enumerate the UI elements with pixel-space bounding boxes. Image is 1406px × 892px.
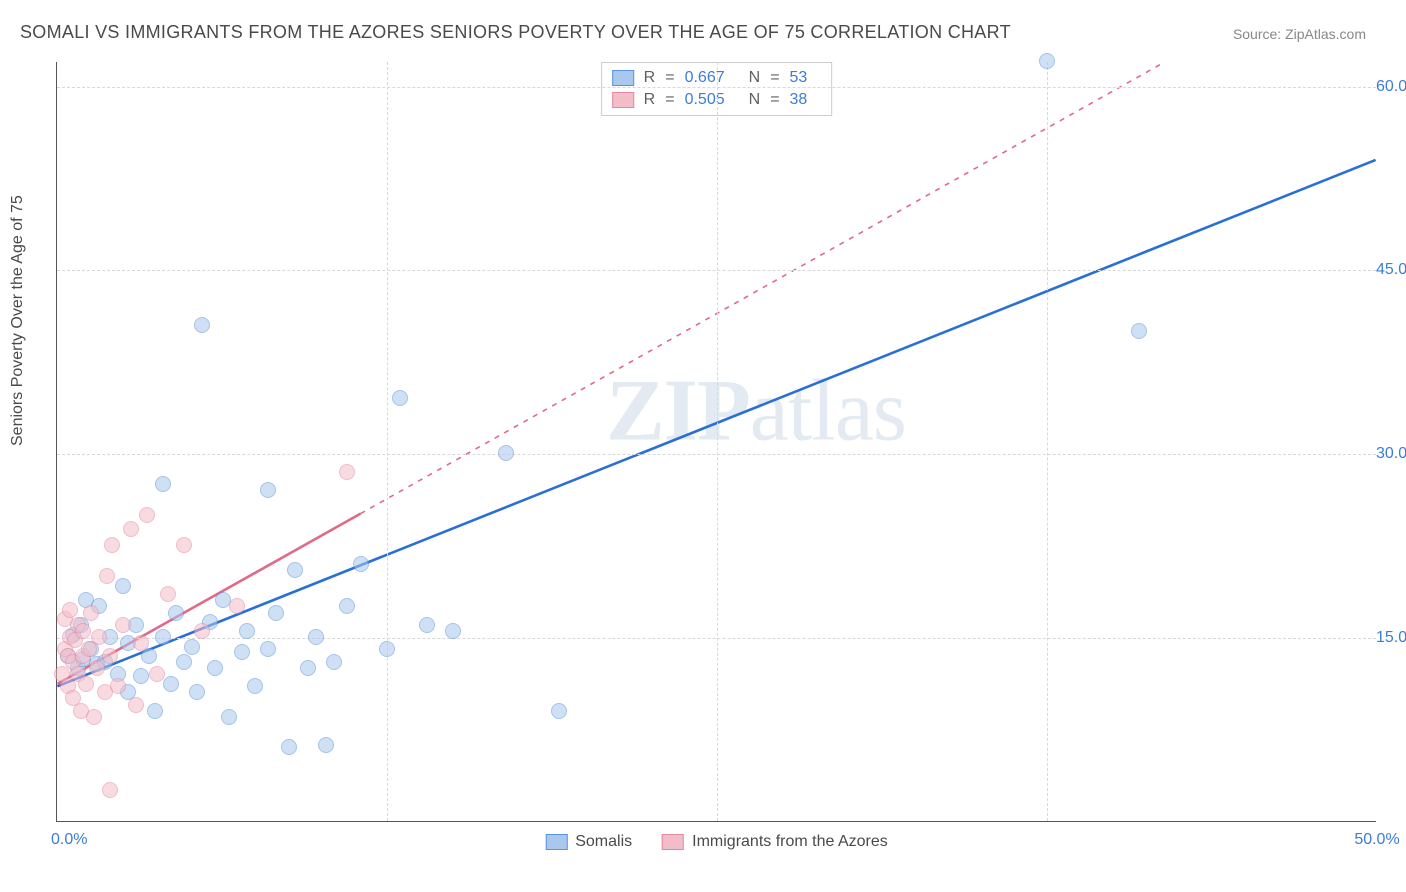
legend-r-label-1: R	[644, 91, 656, 109]
legend-bottom-item-1: Immigrants from the Azores	[662, 833, 888, 851]
scatter-point-somalis	[239, 623, 255, 639]
scatter-point-somalis	[1131, 323, 1147, 339]
legend-n-eq-0: =	[770, 69, 779, 87]
scatter-point-somalis	[207, 660, 223, 676]
scatter-point-azores	[194, 623, 210, 639]
scatter-point-azores	[99, 568, 115, 584]
legend-r-label-0: R	[644, 69, 656, 87]
legend-n-label-0: N	[749, 69, 761, 87]
chart-container: SOMALI VS IMMIGRANTS FROM THE AZORES SEN…	[0, 0, 1406, 892]
scatter-point-azores	[86, 709, 102, 725]
scatter-point-azores	[89, 660, 105, 676]
scatter-point-somalis	[247, 678, 263, 694]
scatter-point-somalis	[155, 629, 171, 645]
source-label: Source: ZipAtlas.com	[1233, 26, 1366, 42]
y-tick-label: 45.0%	[1376, 261, 1406, 279]
scatter-point-somalis	[551, 703, 567, 719]
scatter-point-somalis	[339, 598, 355, 614]
scatter-point-somalis	[194, 317, 210, 333]
scatter-point-somalis	[115, 578, 131, 594]
scatter-point-azores	[160, 586, 176, 602]
y-tick-label: 15.0%	[1376, 629, 1406, 647]
gridline-v	[717, 62, 718, 821]
scatter-point-somalis	[184, 639, 200, 655]
legend-bottom: Somalis Immigrants from the Azores	[545, 833, 888, 851]
legend-r-val-1: 0.505	[685, 91, 725, 109]
scatter-point-somalis	[260, 482, 276, 498]
scatter-point-somalis	[147, 703, 163, 719]
scatter-point-azores	[149, 666, 165, 682]
scatter-point-azores	[104, 537, 120, 553]
scatter-point-somalis	[498, 445, 514, 461]
scatter-point-somalis	[168, 605, 184, 621]
scatter-point-somalis	[1039, 53, 1055, 69]
scatter-point-somalis	[287, 562, 303, 578]
legend-n-eq-1: =	[770, 91, 779, 109]
scatter-point-somalis	[326, 654, 342, 670]
scatter-point-somalis	[392, 390, 408, 406]
scatter-point-azores	[110, 678, 126, 694]
scatter-point-somalis	[189, 684, 205, 700]
scatter-point-somalis	[445, 623, 461, 639]
scatter-point-somalis	[155, 476, 171, 492]
x-tick-label: 50.0%	[1354, 831, 1399, 849]
legend-n-val-0: 53	[790, 69, 808, 87]
scatter-point-azores	[339, 464, 355, 480]
scatter-point-somalis	[308, 629, 324, 645]
scatter-point-azores	[83, 605, 99, 621]
legend-bottom-label-0: Somalis	[575, 833, 632, 851]
scatter-point-azores	[139, 507, 155, 523]
plot-area: ZIPatlas R = 0.667 N = 53 R = 0.505 N = …	[56, 62, 1376, 822]
scatter-point-azores	[128, 697, 144, 713]
scatter-point-somalis	[176, 654, 192, 670]
scatter-point-somalis	[300, 660, 316, 676]
scatter-point-azores	[91, 629, 107, 645]
scatter-point-somalis	[318, 737, 334, 753]
gridline-v	[1047, 62, 1048, 821]
trend-line-1-dashed	[361, 62, 1165, 514]
scatter-point-azores	[229, 598, 245, 614]
scatter-point-somalis	[353, 556, 369, 572]
scatter-point-azores	[78, 676, 94, 692]
legend-bottom-swatch-1	[662, 834, 684, 850]
scatter-point-somalis	[268, 605, 284, 621]
scatter-point-somalis	[234, 644, 250, 660]
scatter-point-azores	[123, 521, 139, 537]
scatter-point-azores	[176, 537, 192, 553]
legend-bottom-item-0: Somalis	[545, 833, 632, 851]
chart-title: SOMALI VS IMMIGRANTS FROM THE AZORES SEN…	[20, 22, 1011, 43]
gridline-v	[387, 62, 388, 821]
legend-bottom-label-1: Immigrants from the Azores	[692, 833, 888, 851]
legend-r-val-0: 0.667	[685, 69, 725, 87]
y-axis-title: Seniors Poverty Over the Age of 75	[9, 195, 27, 446]
legend-swatch-1	[612, 92, 634, 108]
scatter-point-azores	[102, 648, 118, 664]
legend-n-val-1: 38	[790, 91, 808, 109]
scatter-point-somalis	[281, 739, 297, 755]
scatter-point-somalis	[419, 617, 435, 633]
scatter-point-somalis	[163, 676, 179, 692]
x-tick-label: 0.0%	[51, 831, 87, 849]
legend-r-eq-0: =	[665, 69, 674, 87]
scatter-point-somalis	[379, 641, 395, 657]
legend-n-label-1: N	[749, 91, 761, 109]
scatter-point-somalis	[260, 641, 276, 657]
scatter-point-azores	[62, 602, 78, 618]
y-tick-label: 60.0%	[1376, 78, 1406, 96]
scatter-point-azores	[75, 623, 91, 639]
scatter-point-somalis	[133, 668, 149, 684]
legend-swatch-0	[612, 70, 634, 86]
legend-bottom-swatch-0	[545, 834, 567, 850]
legend-r-eq-1: =	[665, 91, 674, 109]
scatter-point-azores	[102, 782, 118, 798]
y-tick-label: 30.0%	[1376, 445, 1406, 463]
scatter-point-somalis	[221, 709, 237, 725]
scatter-point-azores	[115, 617, 131, 633]
scatter-point-azores	[133, 635, 149, 651]
